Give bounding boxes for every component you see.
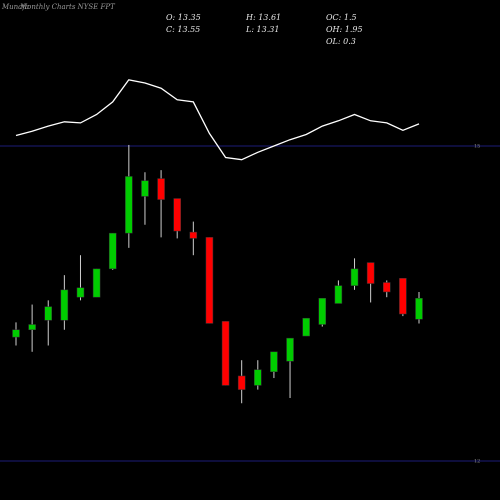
candle-body (415, 298, 423, 320)
candle-body (254, 369, 262, 386)
candle-body (189, 231, 198, 239)
candle-body (44, 306, 52, 321)
candle-body (60, 289, 69, 321)
candle-body (286, 337, 294, 362)
chart-title: Monthly Charts NYSE FPT (19, 3, 116, 11)
candle-body (318, 298, 327, 325)
candle-body (157, 178, 165, 200)
stat-label: OC: 1.5 (326, 13, 357, 22)
indicator-line (15, 79, 420, 161)
stat-label: O: 13.35 (166, 13, 201, 22)
candle-body (221, 321, 230, 386)
candle-body (141, 180, 149, 197)
y-tick-label: 12 (474, 459, 480, 465)
candle-body (334, 285, 343, 304)
candle-body (366, 262, 375, 284)
candle-body (383, 282, 391, 293)
candle-body (12, 329, 20, 338)
candle-body (302, 317, 310, 337)
candle-body (205, 237, 214, 324)
candle-body (173, 198, 181, 232)
candle-body (28, 324, 36, 330)
candle-body (125, 176, 133, 234)
candle-body (399, 278, 407, 315)
stat-label: H: 13.61 (245, 13, 281, 22)
candle-body (350, 268, 359, 286)
stat-label: OL: 0.3 (326, 37, 356, 46)
candle-body (237, 375, 246, 390)
candle-body (76, 287, 85, 298)
stat-label: OH: 1.95 (326, 25, 363, 34)
stat-label: C: 13.55 (166, 25, 200, 34)
y-tick-label: 15 (474, 144, 480, 150)
brand: Munafa (1, 3, 29, 11)
candle-body (108, 232, 117, 270)
candle-body (270, 351, 278, 372)
candle-body (92, 268, 101, 298)
stat-label: L: 13.31 (245, 25, 279, 34)
